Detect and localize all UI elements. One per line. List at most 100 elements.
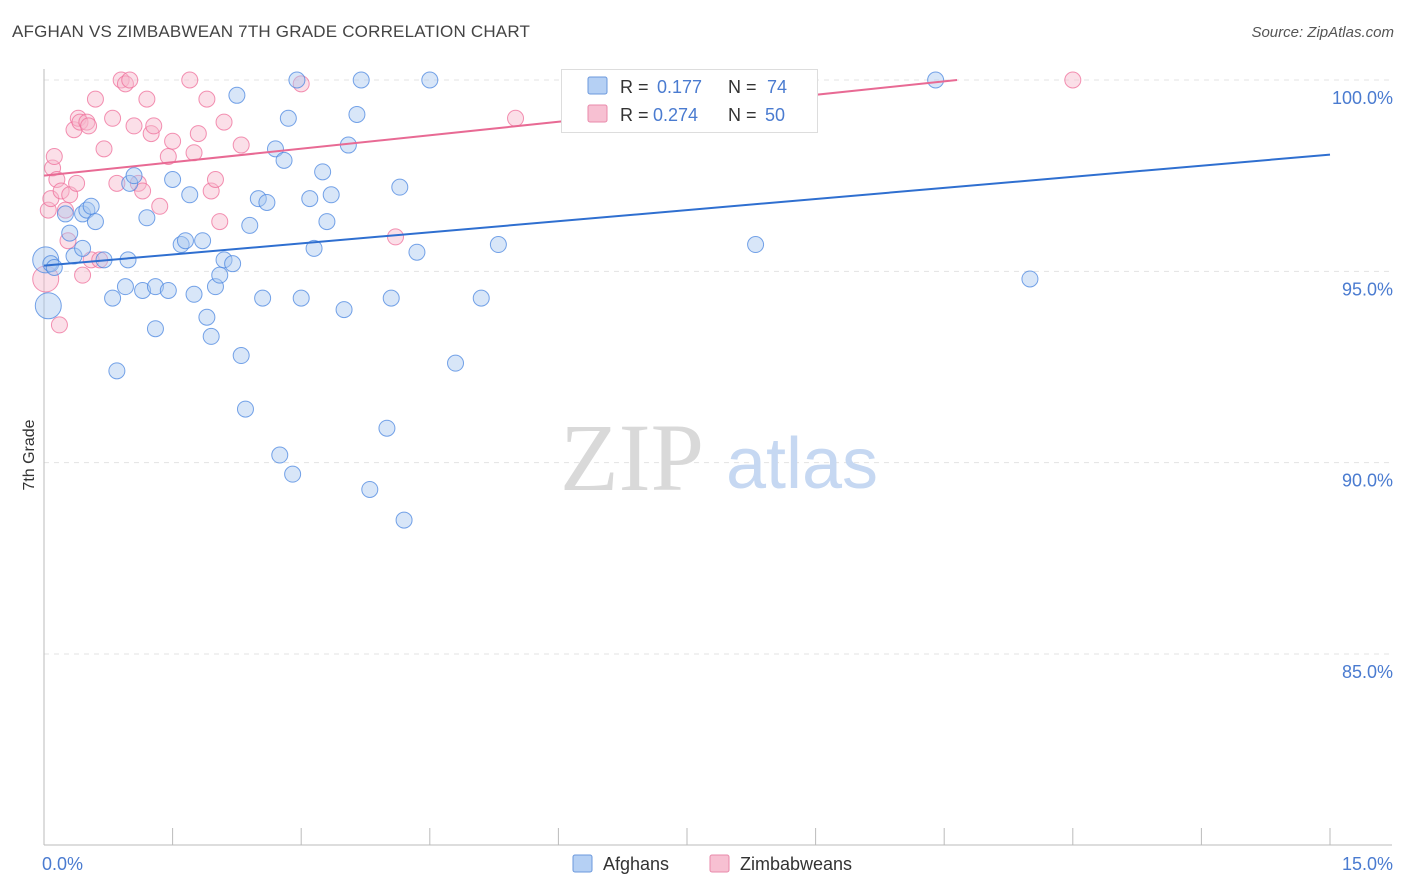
watermark-atlas: atlas xyxy=(726,424,878,504)
series-afghans xyxy=(32,71,1039,529)
point-afghans xyxy=(318,213,336,231)
legend-zimbabweans-swatch xyxy=(709,854,730,873)
point-afghans xyxy=(301,190,319,208)
point-afghans xyxy=(279,109,297,127)
point-afghans xyxy=(489,236,507,254)
point-zimbabweans xyxy=(86,90,104,108)
point-zimbabweans xyxy=(129,174,147,192)
y-tick-label: 95.0% xyxy=(1342,279,1393,299)
point-afghans xyxy=(232,347,250,365)
point-afghans xyxy=(382,289,400,307)
source-label: Source: ZipAtlas.com xyxy=(1251,24,1394,41)
point-afghans xyxy=(335,301,353,319)
point-afghans xyxy=(288,71,306,89)
point-afghans xyxy=(181,186,199,204)
legend-afghans-label: Afghans xyxy=(603,854,669,874)
point-zimbabweans xyxy=(71,113,89,131)
y-axis-label: 7th Grade xyxy=(21,419,38,490)
point-zimbabweans xyxy=(121,71,139,89)
axes xyxy=(43,69,1392,846)
point-afghans xyxy=(138,209,156,227)
point-afghans xyxy=(32,246,60,274)
legend-r-label-2: R = xyxy=(620,105,649,125)
point-afghans xyxy=(249,190,267,208)
legend-r-label-1: R = xyxy=(620,77,649,97)
point-afghans xyxy=(322,186,340,204)
point-afghans xyxy=(82,197,100,215)
point-afghans xyxy=(1021,270,1039,288)
point-afghans xyxy=(176,232,194,250)
point-zimbabweans xyxy=(232,136,250,154)
x-tick-label: 0.0% xyxy=(42,854,83,874)
point-zimbabweans xyxy=(164,132,182,150)
point-zimbabweans xyxy=(181,71,199,89)
legend-r-value-1: 0.177 xyxy=(657,77,702,97)
point-zimbabweans xyxy=(145,117,163,135)
point-afghans xyxy=(348,105,366,123)
point-zimbabweans xyxy=(198,90,216,108)
point-afghans xyxy=(927,71,945,89)
point-zimbabweans xyxy=(80,117,98,135)
point-afghans xyxy=(119,251,137,269)
point-zimbabweans xyxy=(50,316,68,334)
point-afghans xyxy=(271,446,289,464)
point-zimbabweans xyxy=(185,144,203,162)
point-afghans xyxy=(185,285,203,303)
point-zimbabweans xyxy=(134,182,152,200)
y-tick-label: 100.0% xyxy=(1332,88,1393,108)
legend-n-value-2: 50 xyxy=(765,105,785,125)
point-afghans xyxy=(361,480,379,498)
point-afghans xyxy=(747,236,765,254)
legend-afghans-swatch xyxy=(572,854,593,873)
y-tick-label: 90.0% xyxy=(1342,471,1393,491)
point-afghans xyxy=(236,400,254,418)
point-zimbabweans xyxy=(125,117,143,135)
point-afghans xyxy=(241,216,259,234)
point-afghans xyxy=(352,71,370,89)
point-zimbabweans xyxy=(52,182,70,200)
point-zimbabweans xyxy=(151,197,169,215)
point-afghans xyxy=(258,193,276,211)
chart-title: AFGHAN VS ZIMBABWEAN 7TH GRADE CORRELATI… xyxy=(12,22,531,41)
point-afghans xyxy=(211,266,229,284)
point-afghans xyxy=(121,174,139,192)
trend-line-afghans xyxy=(43,153,1331,267)
point-afghans xyxy=(215,251,233,269)
point-afghans xyxy=(146,278,164,296)
point-afghans xyxy=(472,289,490,307)
point-afghans xyxy=(34,292,62,320)
point-afghans xyxy=(74,239,92,257)
point-afghans xyxy=(391,178,409,196)
point-zimbabweans xyxy=(189,125,207,143)
point-afghans xyxy=(421,71,439,89)
point-afghans xyxy=(116,278,134,296)
x-tick-label: 15.0% xyxy=(1342,854,1393,874)
point-afghans xyxy=(45,259,63,277)
point-afghans xyxy=(104,289,122,307)
y-tick-label: 85.0% xyxy=(1342,662,1393,682)
correlation-legend: R = 0.177 N = 74 R = 0.274 N = 50 xyxy=(561,69,818,133)
point-afghans xyxy=(146,320,164,338)
point-afghans xyxy=(61,224,79,242)
point-afghans xyxy=(378,419,396,437)
gridlines xyxy=(44,79,1392,655)
point-zimbabweans xyxy=(202,182,220,200)
trend-line-zimbabweans xyxy=(43,79,958,177)
point-afghans xyxy=(134,281,152,299)
legend-n-label-2: N = xyxy=(728,105,757,125)
point-afghans xyxy=(266,140,284,158)
point-zimbabweans xyxy=(206,170,224,188)
legend-swatch-pink xyxy=(587,104,608,123)
legend-n-label-1: N = xyxy=(728,77,757,97)
point-afghans xyxy=(314,163,332,181)
series-legend: Afghans Zimbabweans xyxy=(0,852,1406,878)
watermark-zip: ZIP xyxy=(560,404,704,511)
point-zimbabweans xyxy=(74,266,92,284)
point-afghans xyxy=(159,281,177,299)
point-afghans xyxy=(292,289,310,307)
point-afghans xyxy=(198,308,216,326)
point-afghans xyxy=(194,232,212,250)
point-afghans xyxy=(86,213,104,231)
point-zimbabweans xyxy=(211,213,229,231)
